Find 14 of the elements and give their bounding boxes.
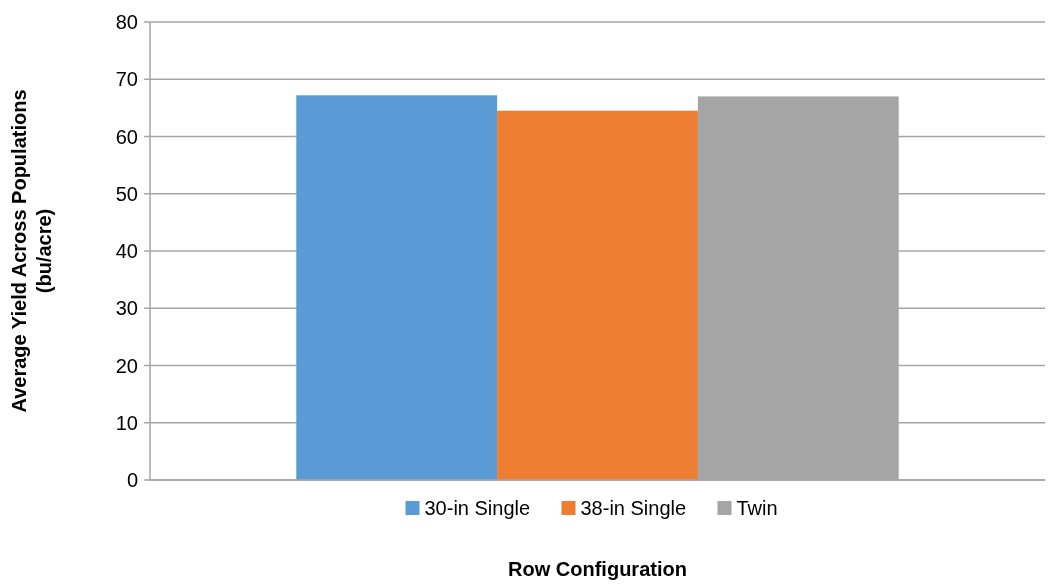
- y-tick-label: 0: [126, 469, 138, 491]
- legend-label: Twin: [736, 497, 778, 519]
- y-axis-title: Average Yield Across Populations (bu/acre): [8, 89, 55, 413]
- legend-label: 30-in Single: [424, 497, 531, 519]
- y-tick-label: 60: [115, 125, 138, 148]
- y-tick-label: 80: [115, 11, 138, 33]
- y-tick-label: 50: [115, 182, 138, 205]
- y-tick-label: 40: [115, 240, 138, 262]
- legend-label: 38-in Single: [580, 497, 687, 519]
- y-tick-label: 10: [115, 411, 138, 434]
- y-tick-label: 20: [115, 354, 138, 377]
- y-tick-label: 30: [115, 297, 138, 320]
- x-axis-title: Row Configuration: [508, 558, 687, 580]
- y-tick-label: 70: [115, 68, 138, 91]
